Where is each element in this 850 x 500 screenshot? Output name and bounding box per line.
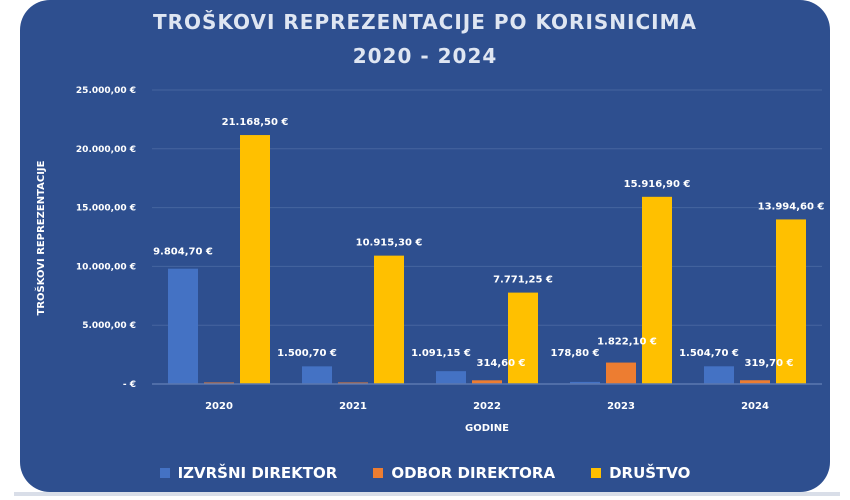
bar bbox=[302, 366, 332, 384]
y-tick-label: - € bbox=[123, 380, 136, 390]
legend-swatch bbox=[591, 468, 602, 478]
data-label: 7.771,25 € bbox=[493, 275, 553, 286]
data-label: 178,80 € bbox=[550, 348, 599, 359]
bar bbox=[740, 380, 770, 384]
legend-item-izvrsni-direktor[interactable]: IZVRŠNI DIREKTOR bbox=[159, 464, 338, 482]
legend-swatch bbox=[159, 468, 170, 478]
bar bbox=[570, 381, 600, 384]
y-tick-label: 5.000,00 € bbox=[82, 321, 136, 331]
bar bbox=[240, 135, 270, 384]
data-label: 10.915,30 € bbox=[356, 238, 423, 249]
data-label: 21.168,50 € bbox=[222, 117, 289, 128]
data-label: 314,60 € bbox=[476, 358, 525, 369]
bar bbox=[606, 362, 636, 384]
bottom-border bbox=[14, 492, 840, 496]
bar bbox=[472, 380, 502, 384]
legend: IZVRŠNI DIREKTOR ODBOR DIREKTORA DRUŠTVO bbox=[20, 464, 830, 482]
bar bbox=[168, 268, 198, 384]
bar bbox=[436, 371, 466, 384]
y-tick-label: 15.000,00 € bbox=[76, 204, 136, 214]
data-label: 9.804,70 € bbox=[153, 247, 213, 258]
bar bbox=[508, 292, 538, 384]
x-tick-label: 2020 bbox=[205, 401, 233, 412]
legend-item-odbor-direktora[interactable]: ODBOR DIREKTORA bbox=[373, 464, 555, 482]
legend-label: IZVRŠNI DIREKTOR bbox=[177, 464, 338, 482]
y-axis: - € 5.000,00 € 10.000,00 € 15.000,00 € 20.00… bbox=[76, 86, 136, 390]
y-tick-label: 25.000,00 € bbox=[76, 86, 136, 96]
x-tick-label: 2021 bbox=[339, 401, 367, 412]
data-label: 1.504,70 € bbox=[679, 348, 739, 359]
chart-subtitle: 2020 - 2024 bbox=[352, 44, 498, 68]
y-tick-label: 10.000,00 € bbox=[76, 262, 136, 272]
y-tick-label: 20.000,00 € bbox=[76, 145, 136, 155]
chart-title: TROŠKOVI REPREZENTACIJE PO KORISNICIMA bbox=[153, 10, 697, 34]
data-label: 319,70 € bbox=[744, 358, 793, 369]
bar bbox=[776, 219, 806, 384]
bars bbox=[168, 135, 806, 384]
data-labels: 9.804,70 € 21.168,50 € 1.500,70 € 10.915,30… bbox=[153, 117, 824, 369]
data-label: 1.822,10 € bbox=[597, 337, 657, 348]
data-label: 1.500,70 € bbox=[277, 348, 337, 359]
x-axis-label: GODINE bbox=[465, 423, 509, 434]
legend-item-drustvo[interactable]: DRUŠTVO bbox=[591, 464, 690, 482]
legend-label: ODBOR DIREKTORA bbox=[391, 464, 556, 482]
bar bbox=[642, 196, 672, 384]
bar bbox=[704, 366, 734, 384]
x-tick-label: 2022 bbox=[473, 401, 501, 412]
legend-label: DRUŠTVO bbox=[609, 464, 691, 482]
data-label: 15.916,90 € bbox=[624, 179, 691, 190]
chart-card: TROŠKOVI REPREZENTACIJE PO KORISNICIMA 2… bbox=[20, 0, 830, 492]
data-label: 1.091,15 € bbox=[411, 348, 471, 359]
data-label: 13.994,60 € bbox=[758, 201, 825, 212]
legend-swatch bbox=[373, 468, 384, 478]
x-axis: 2020 2021 2022 2023 2024 bbox=[152, 383, 822, 412]
x-tick-label: 2024 bbox=[741, 401, 769, 412]
bar-chart: - € 5.000,00 € 10.000,00 € 15.000,00 € 20.00… bbox=[34, 86, 824, 434]
bar bbox=[374, 255, 404, 384]
x-tick-label: 2023 bbox=[607, 401, 635, 412]
y-axis-label: TROŠKOVI REPREZENTACIJE bbox=[34, 160, 47, 315]
